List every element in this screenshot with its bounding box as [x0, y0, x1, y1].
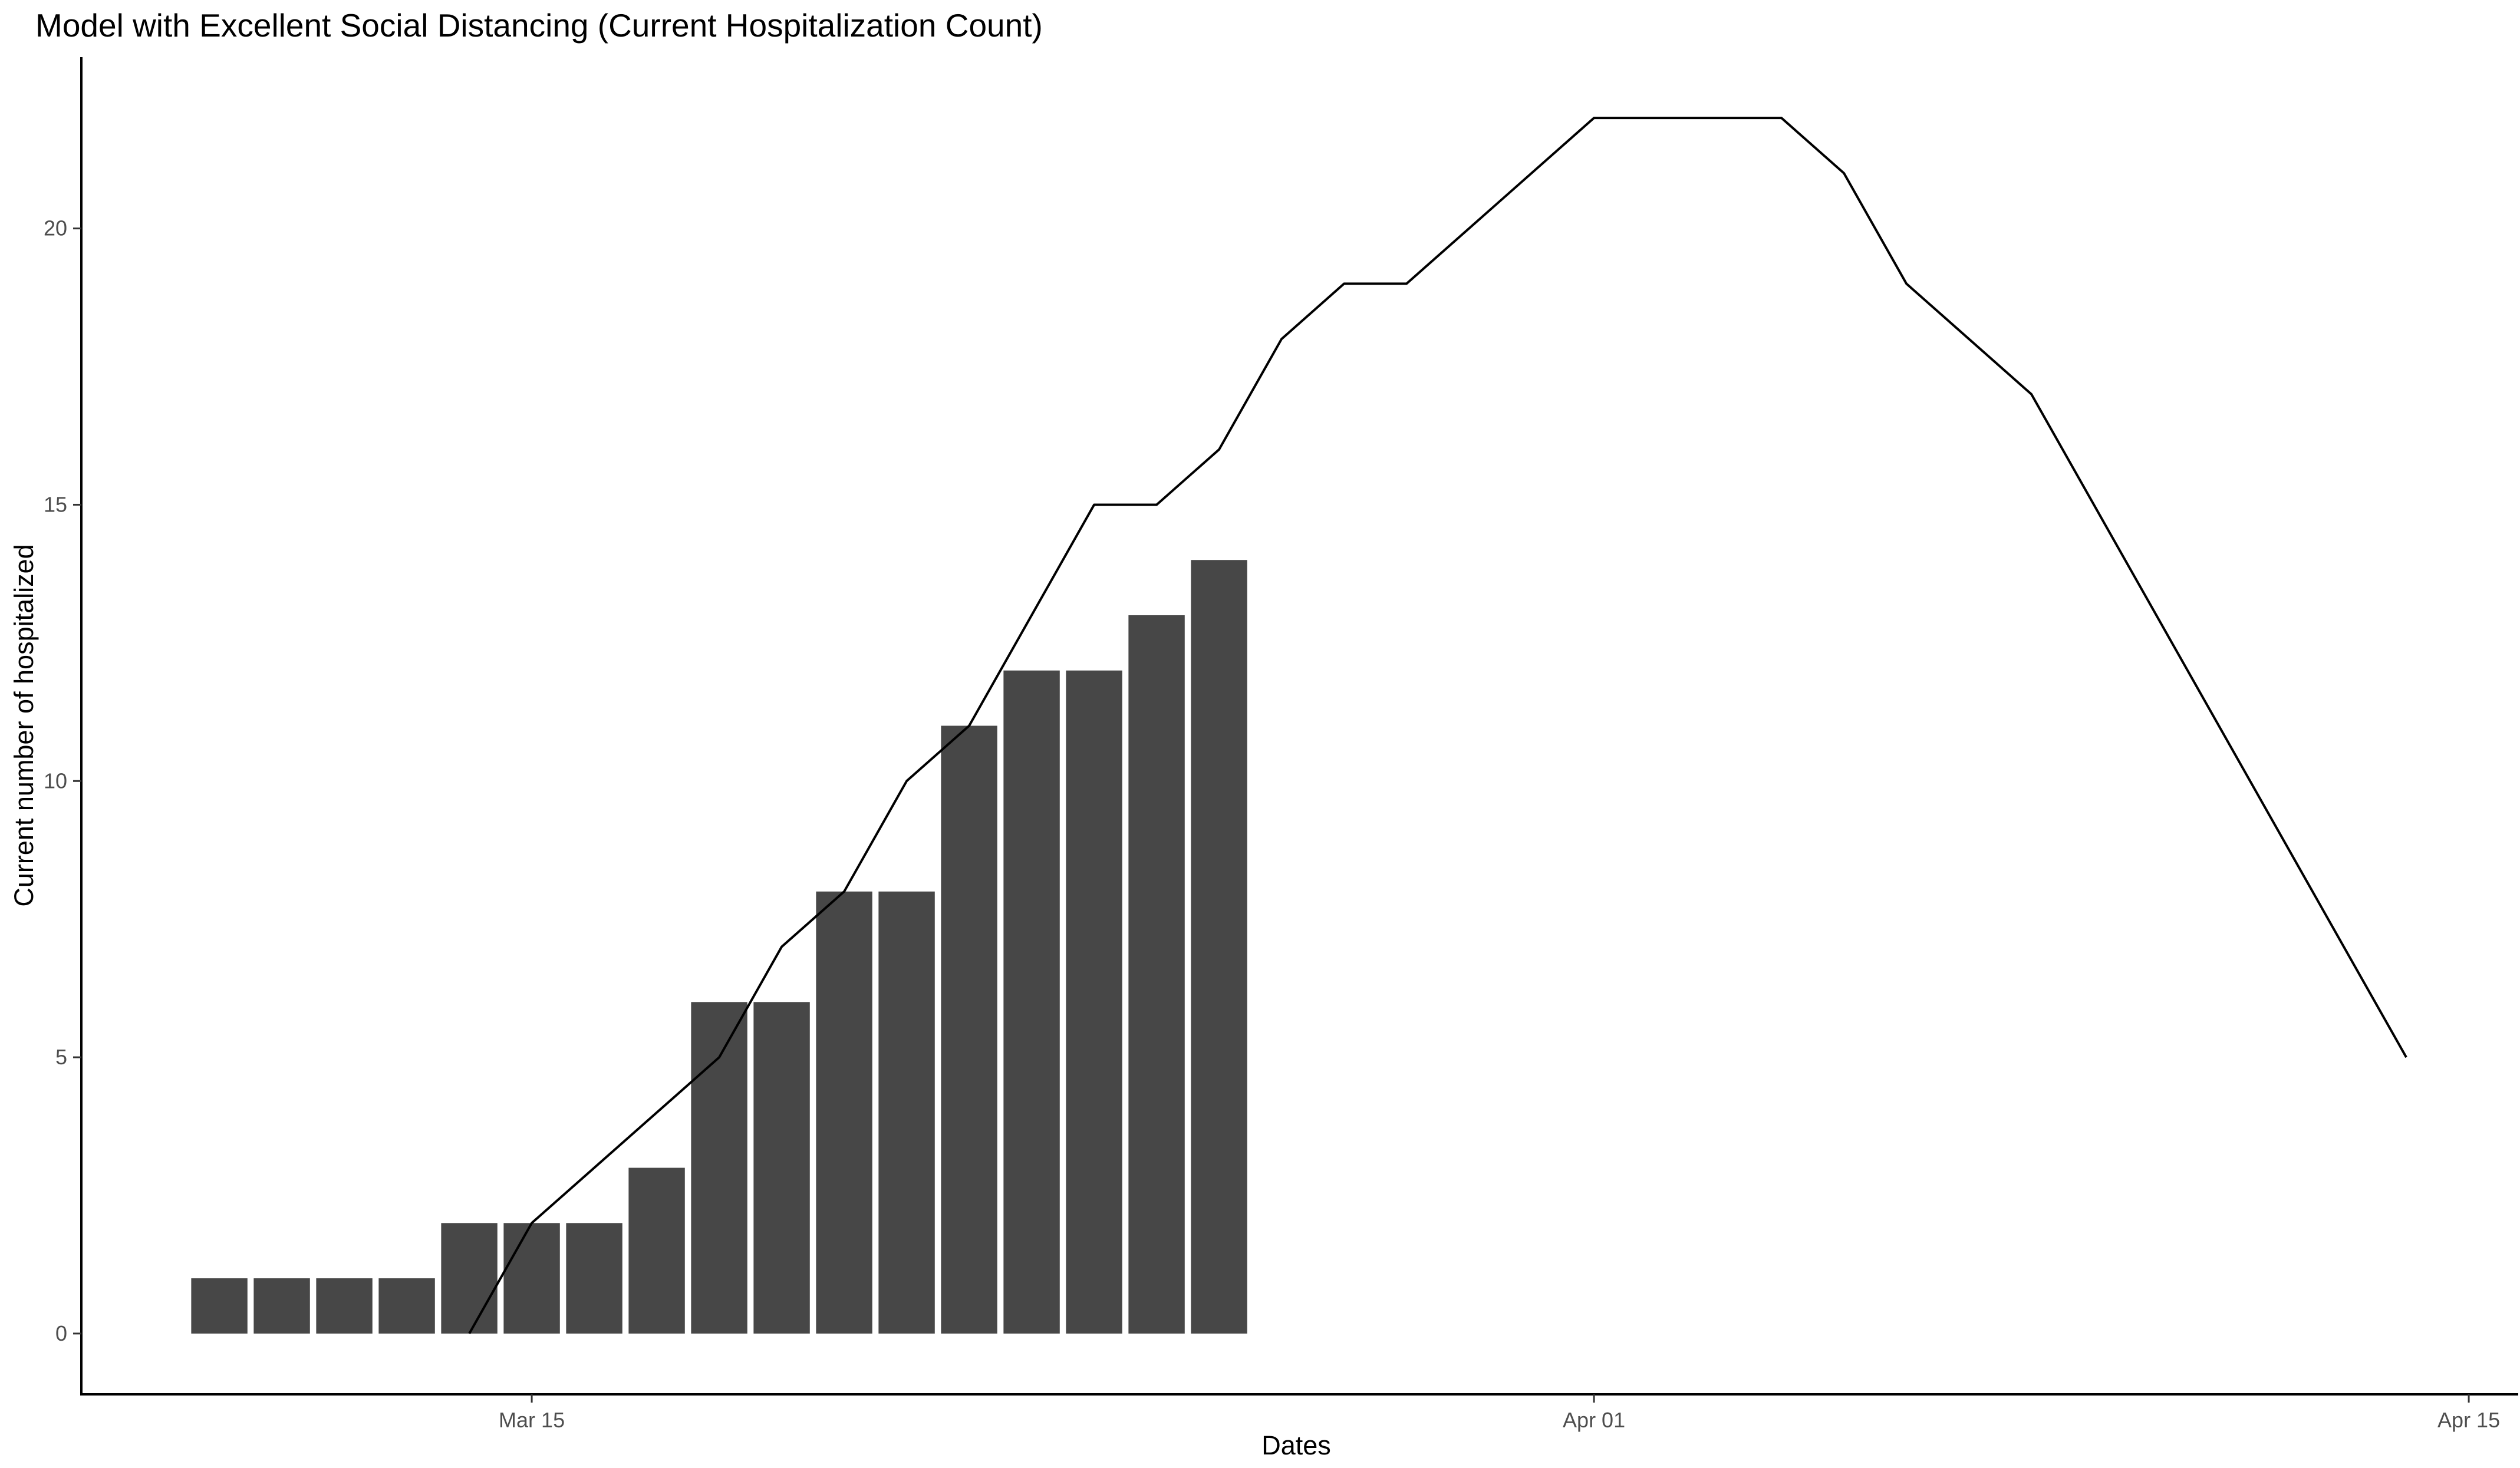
model-line	[468, 117, 2407, 1334]
chart-title: Model with Excellent Social Distancing (…	[35, 7, 1043, 44]
bar	[253, 1278, 310, 1334]
bar	[378, 1278, 435, 1334]
bar	[941, 725, 997, 1334]
line-series	[468, 117, 2407, 1334]
bar	[316, 1278, 373, 1334]
bar	[191, 1278, 248, 1334]
y-tick-label: 20	[44, 216, 67, 240]
x-axis-ticks: Mar 15 Apr 01 Apr 15	[499, 1394, 2500, 1432]
bar	[1003, 670, 1060, 1334]
bar	[878, 891, 935, 1334]
x-tick-label: Mar 15	[499, 1408, 565, 1432]
y-axis-ticks: 0 5 10 15 20	[44, 216, 81, 1345]
x-axis-label: Dates	[1261, 1430, 1331, 1460]
y-tick-label: 5	[55, 1045, 67, 1069]
x-tick-label: Apr 15	[2437, 1408, 2500, 1432]
bar	[1128, 615, 1185, 1334]
bar	[816, 891, 872, 1334]
y-tick-label: 15	[44, 492, 67, 516]
bar	[566, 1223, 622, 1334]
y-axis-label: Current number of hospitalized	[9, 544, 39, 906]
bar	[503, 1223, 560, 1334]
x-tick-label: Apr 01	[1563, 1408, 1625, 1432]
bar-series	[191, 560, 1247, 1334]
y-tick-label: 10	[44, 768, 67, 793]
bar	[1066, 670, 1122, 1334]
bar	[691, 1002, 747, 1334]
bar	[753, 1002, 810, 1334]
bar	[628, 1167, 685, 1334]
y-tick-label: 0	[55, 1321, 67, 1345]
bar	[1191, 560, 1247, 1334]
bar	[441, 1223, 498, 1334]
